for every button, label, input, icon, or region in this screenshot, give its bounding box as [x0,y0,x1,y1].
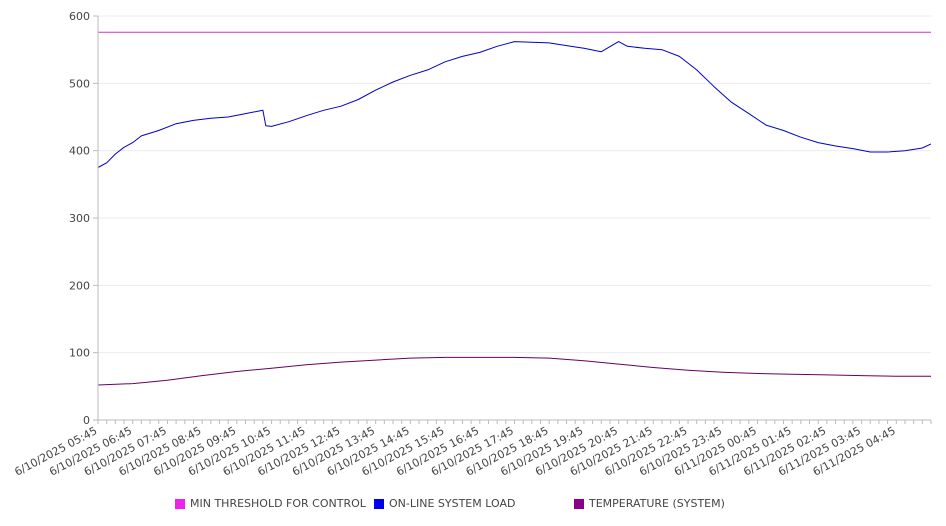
legend-item-system-load: ON-LINE SYSTEM LOAD [374,497,515,510]
y-tick-label: 100 [69,347,90,360]
series-line-temperature [97,356,931,386]
legend-label-min-threshold: MIN THRESHOLD FOR CONTROL [190,497,366,510]
legend-item-min-threshold: MIN THRESHOLD FOR CONTROL [175,497,366,510]
legend-swatch-min-threshold [175,498,185,509]
legend-swatch-temperature [574,498,584,509]
gridlines [98,15,931,354]
y-tick-label: 0 [83,414,90,427]
legend-label-temperature: TEMPERATURE (SYSTEM) [589,497,725,510]
series-line-system-load [97,41,932,168]
y-tick-label: 600 [69,10,90,23]
y-axis-ticks: 0 100 200 300 400 500 600 [69,10,98,427]
y-tick-label: 300 [69,212,90,225]
y-tick-label: 200 [69,279,90,292]
y-tick-label: 400 [69,145,90,158]
legend-item-temperature: TEMPERATURE (SYSTEM) [574,497,725,510]
legend: MIN THRESHOLD FOR CONTROL ON-LINE SYSTEM… [0,497,946,515]
x-axis-ticks: 6/10/2025 05:456/10/2025 06:456/10/2025 … [12,420,932,479]
y-tick-label: 500 [69,77,90,90]
legend-label-system-load: ON-LINE SYSTEM LOAD [389,497,516,510]
legend-swatch-system-load [374,498,384,509]
series-lines [97,31,932,386]
